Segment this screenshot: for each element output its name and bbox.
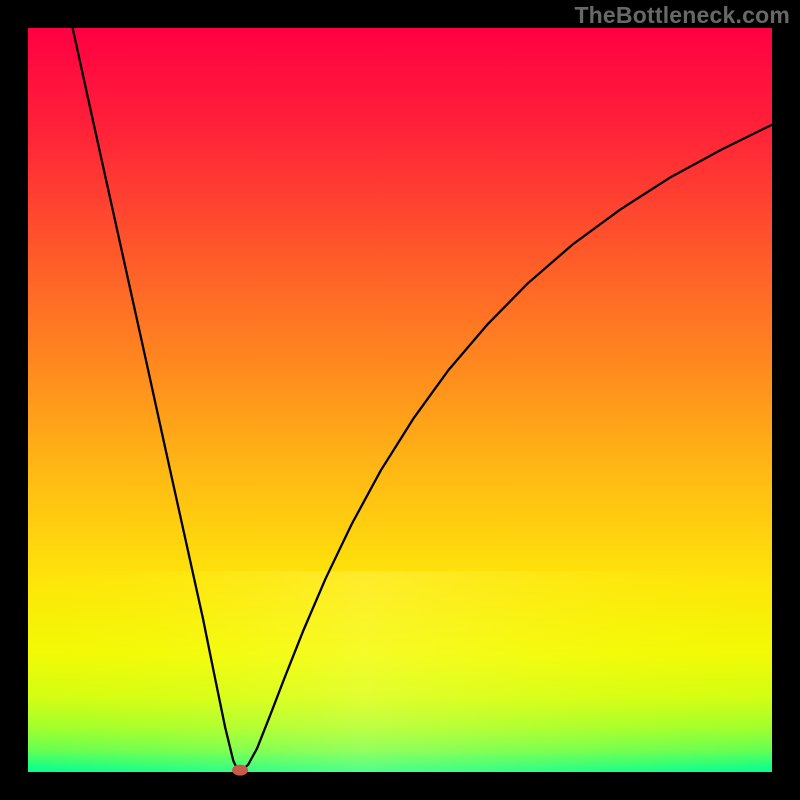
chart-frame: TheBottleneck.com xyxy=(0,0,800,800)
min-marker xyxy=(232,765,248,776)
watermark-text: TheBottleneck.com xyxy=(574,2,790,29)
chart-svg xyxy=(0,0,800,800)
highlight-band xyxy=(28,571,772,772)
